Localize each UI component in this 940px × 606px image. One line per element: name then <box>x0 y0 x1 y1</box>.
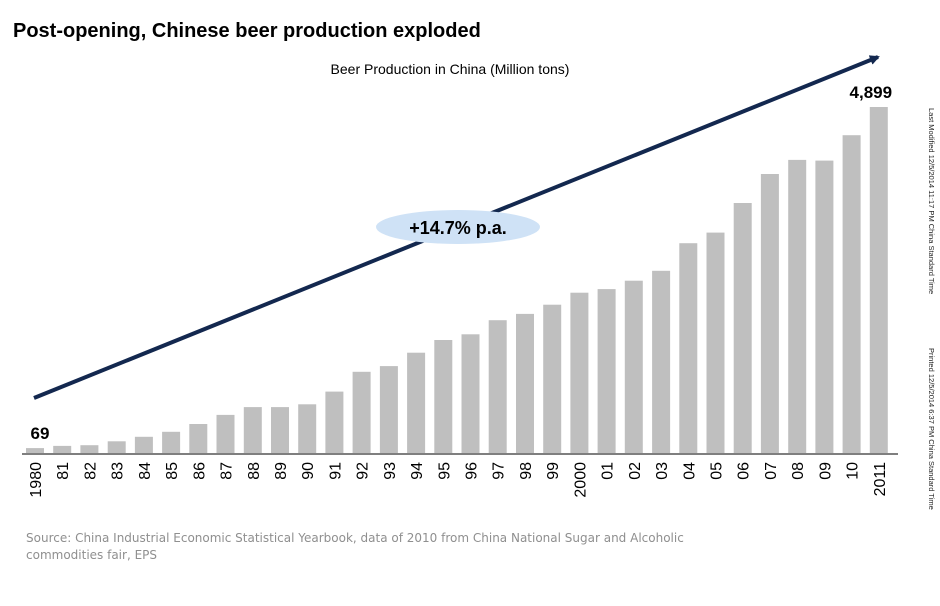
x-tick-93: 93 <box>382 462 399 480</box>
bar-95 <box>434 340 453 453</box>
bar-83 <box>107 441 126 453</box>
x-tick-08: 08 <box>790 462 807 480</box>
x-tick-89: 89 <box>273 462 290 480</box>
growth-rate-bubble <box>376 210 540 244</box>
bar-99 <box>543 304 562 453</box>
bar-1980 <box>26 448 44 453</box>
last-modified-note: Last Modified 12/5/2014 11:17 PM China S… <box>927 108 936 295</box>
value-label-2011: 4,899 <box>850 83 893 102</box>
x-tick-06: 06 <box>736 462 753 480</box>
bar-09 <box>815 160 834 453</box>
x-tick-84: 84 <box>137 462 154 480</box>
bar-94 <box>407 352 426 453</box>
bar-2000 <box>570 292 589 453</box>
x-tick-02: 02 <box>627 462 644 480</box>
bar-03 <box>652 270 671 453</box>
x-tick-03: 03 <box>654 462 671 480</box>
bar-90 <box>298 404 317 453</box>
bar-02 <box>624 280 643 453</box>
bar-96 <box>461 334 480 453</box>
x-tick-83: 83 <box>110 462 127 480</box>
x-tick-1980: 1980 <box>28 462 45 498</box>
x-tick-2011: 2011 <box>872 462 889 497</box>
x-tick-94: 94 <box>409 462 426 480</box>
x-tick-95: 95 <box>436 462 453 480</box>
bars-group <box>26 107 888 453</box>
value-label-1980: 69 <box>31 424 50 443</box>
x-tick-88: 88 <box>246 462 263 480</box>
bar-10 <box>842 135 861 453</box>
bar-97 <box>488 320 507 453</box>
x-tick-01: 01 <box>600 462 617 480</box>
x-tick-2000: 2000 <box>572 462 589 498</box>
x-tick-97: 97 <box>491 462 508 480</box>
growth-rate-label: +14.7% p.a. <box>409 218 507 238</box>
x-tick-86: 86 <box>191 462 208 480</box>
x-tick-96: 96 <box>464 462 481 480</box>
bar-92 <box>352 371 371 453</box>
x-tick-92: 92 <box>355 462 372 480</box>
value-labels: 69 4,899 <box>31 83 893 443</box>
bar-86 <box>189 424 208 453</box>
bar-85 <box>162 431 181 453</box>
chart-title: Beer Production in China (Million tons) <box>331 61 570 77</box>
x-tick-05: 05 <box>709 462 726 480</box>
bar-01 <box>597 289 616 453</box>
bar-05 <box>706 232 725 453</box>
x-tick-91: 91 <box>327 462 344 480</box>
bar-88 <box>243 407 262 453</box>
bar-81 <box>53 445 72 453</box>
printed-note: Printed 12/5/2014 6:37 PM China Standard… <box>927 348 936 510</box>
bar-04 <box>679 243 698 453</box>
source-note: Source: China Industrial Economic Statis… <box>26 531 684 562</box>
x-tick-82: 82 <box>82 462 99 480</box>
x-tick-07: 07 <box>763 462 780 480</box>
bar-2011 <box>869 107 888 453</box>
bar-06 <box>733 203 752 453</box>
bar-08 <box>788 159 807 453</box>
x-tick-81: 81 <box>55 462 72 480</box>
x-tick-90: 90 <box>300 462 317 480</box>
bar-93 <box>379 366 398 453</box>
x-tick-04: 04 <box>681 462 698 480</box>
bar-84 <box>134 436 153 453</box>
x-tick-85: 85 <box>164 462 181 480</box>
x-tick-10: 10 <box>845 462 862 480</box>
bar-91 <box>325 391 344 453</box>
bar-98 <box>516 313 534 453</box>
bar-82 <box>80 445 99 453</box>
x-tick-09: 09 <box>817 462 834 480</box>
bar-89 <box>271 407 289 453</box>
x-tick-labels: 1980 81 82 83 84 85 86 87 88 89 90 91 92 93 94 95 96 97 98… <box>28 462 889 498</box>
x-tick-87: 87 <box>219 462 236 480</box>
page-title: Post-opening, Chinese beer production ex… <box>13 20 481 42</box>
x-tick-98: 98 <box>518 462 535 480</box>
x-tick-99: 99 <box>545 462 562 480</box>
bar-07 <box>760 174 779 453</box>
bar-87 <box>216 414 235 453</box>
